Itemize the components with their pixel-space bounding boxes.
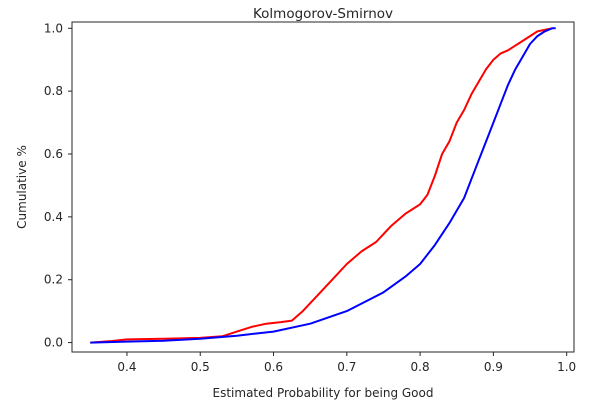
x-tick-label: 0.9 [484,360,503,374]
x-tick-label: 0.5 [191,360,210,374]
y-tick-label: 0.6 [44,147,63,161]
x-tick-label: 0.8 [411,360,430,374]
chart-title: Kolmogorov-Smirnov [253,6,393,22]
blue-cdf-line [90,27,556,344]
red-cdf-line [90,27,553,344]
y-tick-label: 0.0 [44,336,63,350]
x-tick-label: 0.4 [117,360,136,374]
y-tick-label: 0.8 [44,84,63,98]
x-tick-label: 0.7 [337,360,356,374]
y-axis-label: Cumulative % [15,145,29,229]
x-tick-label: 1.0 [557,360,576,374]
y-tick-label: 1.0 [44,21,63,35]
y-tick-label: 0.2 [44,273,63,287]
plot-area [71,21,575,353]
x-tick-label: 0.6 [264,360,283,374]
x-axis-label: Estimated Probability for being Good [213,386,434,400]
y-tick-label: 0.4 [44,210,63,224]
